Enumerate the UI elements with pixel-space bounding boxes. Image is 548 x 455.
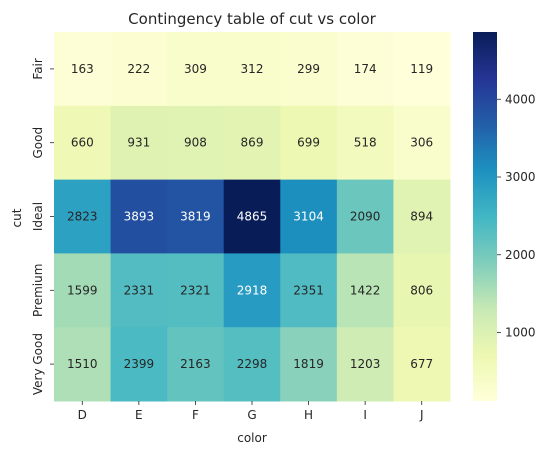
heatmap-cell (223, 105, 281, 181)
x-tick-label: J (419, 408, 424, 422)
cell-value-label: 163 (71, 62, 94, 76)
cell-value-label: 3893 (124, 210, 155, 224)
cell-value-label: 677 (410, 357, 433, 371)
cell-value-label: 222 (127, 62, 150, 76)
cell-value-label: 1510 (67, 357, 98, 371)
heatmap-cell (393, 105, 451, 181)
heatmap-cell (336, 253, 394, 328)
heatmap-cell (54, 105, 112, 181)
cell-value-label: 699 (297, 136, 320, 150)
heatmap-cell (280, 327, 338, 402)
heatmap-cell (110, 327, 168, 402)
cell-value-label: 1819 (293, 357, 324, 371)
x-tick-label: D (78, 408, 87, 422)
heatmap-cell (167, 105, 225, 181)
heatmap-cell (167, 32, 225, 107)
heatmap-cell (280, 253, 338, 328)
heatmap-cell (336, 105, 394, 181)
cell-value-label: 4865 (237, 210, 268, 224)
x-tick-label: F (192, 408, 199, 422)
heatmap-cell (110, 253, 168, 328)
cell-value-label: 2298 (237, 357, 268, 371)
colorbar-tick-label: 1000 (505, 326, 536, 340)
cell-value-label: 2163 (180, 357, 211, 371)
heatmap-cell (280, 105, 338, 181)
heatmap-cell (167, 253, 225, 328)
cell-value-label: 869 (241, 136, 264, 150)
y-axis-label: cut (10, 208, 24, 227)
cell-value-label: 2823 (67, 210, 98, 224)
cell-value-label: 309 (184, 62, 207, 76)
cell-value-label: 1422 (350, 283, 381, 297)
cell-value-label: 119 (410, 62, 433, 76)
cell-value-label: 3819 (180, 210, 211, 224)
cell-value-label: 931 (127, 136, 150, 150)
heatmap-cell (223, 32, 281, 107)
cell-value-label: 2351 (293, 283, 324, 297)
heatmap-cell (393, 253, 451, 328)
x-tick-label: E (135, 408, 143, 422)
x-tick-label: I (363, 408, 367, 422)
x-tick-label: H (304, 408, 313, 422)
cell-value-label: 2918 (237, 283, 268, 297)
cell-value-label: 806 (410, 283, 433, 297)
y-axis-ticks: Fair Good Ideal Premium Very Good (31, 58, 54, 395)
heatmap-cell (54, 327, 112, 402)
colorbar (473, 32, 497, 401)
heatmap-cell (110, 179, 168, 254)
cell-value-label: 894 (410, 210, 433, 224)
colorbar-tick-label: 3000 (505, 170, 536, 184)
heatmap-cell (393, 327, 451, 402)
heatmap-cell (393, 32, 451, 107)
cell-value-label: 1599 (67, 283, 98, 297)
cell-value-label: 174 (354, 62, 377, 76)
heatmap-cell (110, 32, 168, 107)
cell-value-label: 2331 (124, 283, 155, 297)
heatmap-cell (280, 179, 338, 254)
heatmap-cell (54, 253, 112, 328)
cell-value-label: 299 (297, 62, 320, 76)
y-tick-label: Good (31, 127, 45, 159)
colorbar-ticks: 1000 2000 3000 4000 (497, 92, 536, 340)
heatmap-cells: 163 222 309 312 299 174 119 660 931 908 869 699 518 3… (54, 32, 451, 402)
heatmap-cell (336, 327, 394, 402)
heatmap-cell (336, 32, 394, 107)
heatmap-cell (110, 105, 168, 181)
cell-value-label: 518 (354, 136, 377, 150)
heatmap-cell (54, 179, 112, 254)
heatmap-cell (336, 179, 394, 254)
cell-value-label: 306 (410, 136, 433, 150)
y-tick-label: Very Good (31, 333, 45, 395)
chart-title: Contingency table of cut vs color (128, 10, 376, 28)
heatmap-cell (280, 32, 338, 107)
cell-value-label: 2321 (180, 283, 211, 297)
cell-value-label: 3104 (293, 210, 324, 224)
cell-value-label: 660 (71, 136, 94, 150)
cell-value-label: 1203 (350, 357, 381, 371)
heatmap-cell (393, 179, 451, 254)
heatmap-cell (167, 179, 225, 254)
cell-value-label: 2399 (124, 357, 155, 371)
heatmap-cell (54, 32, 112, 107)
y-tick-label: Ideal (31, 202, 45, 231)
heatmap-cell (223, 179, 281, 254)
x-tick-label: G (247, 408, 256, 422)
heatmap-cell (223, 253, 281, 328)
heatmap-cell (223, 327, 281, 402)
colorbar-tick-label: 2000 (505, 248, 536, 262)
heatmap-cell (167, 327, 225, 402)
colorbar-tick-label: 4000 (505, 92, 536, 106)
cell-value-label: 908 (184, 136, 207, 150)
x-axis-label: color (237, 431, 267, 445)
cell-value-label: 2090 (350, 210, 381, 224)
y-tick-label: Premium (31, 264, 45, 317)
y-tick-label: Fair (31, 58, 45, 79)
cell-value-label: 312 (241, 62, 264, 76)
x-axis-ticks: D E F G H I J (78, 401, 424, 422)
